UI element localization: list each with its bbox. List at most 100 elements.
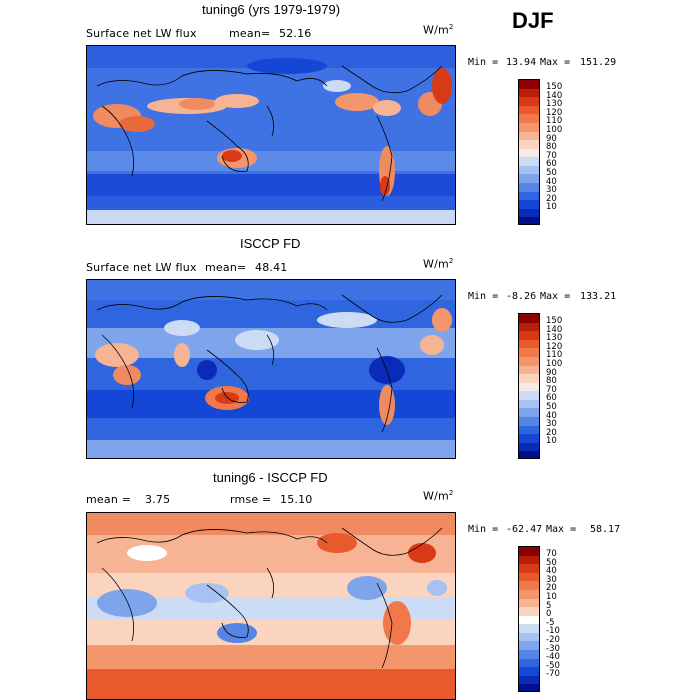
colorbar-tick-label: -5 [546,617,555,628]
colorbar-segment [519,650,539,660]
panel3-map-svg [87,513,455,699]
colorbar-segment [519,365,539,375]
panel2-mean-label: mean= [205,261,247,274]
colorbar-tick-label: 40 [546,410,557,421]
colorbar-segment [519,451,539,458]
colorbar-tick-label: 110 [546,350,563,361]
panel1-field-label: Surface net LW flux [86,27,197,40]
panel1-mean-label: mean= [229,27,271,40]
colorbar-segment [519,615,539,625]
panel1-title: tuning6 (yrs 1979-1979) [202,2,341,17]
colorbar-segment [519,80,539,90]
colorbar-segment [519,157,539,167]
panel3-title: tuning6 - ISCCP FD [213,470,328,485]
colorbar-segment [519,667,539,677]
panel3-rmse-label: rmse = [230,493,272,506]
panel1-max-label: Max = [540,57,571,68]
panel3-max-label: Max = [546,524,577,535]
colorbar-segment [519,382,539,392]
panel3-mean-value: 3.75 [145,493,171,506]
colorbar-tick-label: 150 [546,82,563,93]
colorbar-segment [519,572,539,582]
colorbar-tick-label: 60 [546,393,557,404]
panel1-mean-value: 52.16 [279,27,312,40]
colorbar-tick-label: 5 [546,600,552,611]
colorbar-segment [519,200,539,210]
colorbar-tick-label: 80 [546,376,557,387]
colorbar-tick-label: 130 [546,333,563,344]
colorbar-tick-label: 50 [546,167,557,178]
colorbar-tick-label: 20 [546,427,557,438]
colorbar-segment [519,208,539,218]
panel2-title: ISCCP FD [240,236,301,251]
colorbar-segment [519,356,539,367]
panel3-max-value: 58.17 [590,524,621,535]
colorbar-segment [519,408,539,418]
panel3-colorbar [518,546,540,692]
colorbar-segment [519,581,539,591]
colorbar-tick-label: 100 [546,359,563,370]
colorbar-tick-label: -30 [546,643,560,654]
panel1-map [86,45,456,225]
season-label: DJF [512,8,554,33]
panel1-max-value: 151.29 [580,57,617,68]
colorbar-segment [519,641,539,651]
panel3-min-value: -62.47 [506,524,543,535]
panel2-max-value: 133.21 [580,291,617,302]
panel1-units: W/m2 [423,23,454,37]
colorbar-segment [519,97,539,107]
colorbar-segment [519,658,539,668]
panel2-max-label: Max = [540,291,571,302]
panel3-min-label: Min = [468,524,499,535]
colorbar-segment [519,417,539,427]
colorbar-segment [519,399,539,409]
colorbar-segment [519,555,539,565]
colorbar-segment [519,442,539,452]
panel3-mean-label: mean = [86,493,132,506]
colorbar-tick-label: 70 [546,150,557,161]
colorbar-segment [519,131,539,141]
colorbar-segment [519,339,539,349]
colorbar-segment [519,547,539,557]
colorbar-segment [519,589,539,600]
colorbar-tick-label: 40 [546,566,557,577]
panel3-map [86,512,456,700]
colorbar-segment [519,114,539,124]
colorbar-segment [519,684,539,691]
colorbar-segment [519,434,539,444]
colorbar-tick-label: 120 [546,341,563,352]
colorbar-segment [519,624,539,634]
colorbar-segment [519,607,539,617]
colorbar-tick-label: -70 [546,669,560,680]
colorbar-tick-label: 10 [546,592,557,603]
colorbar-tick-label: 0 [546,609,552,620]
panel1-min-label: Min = [468,57,499,68]
colorbar-segment [519,675,539,685]
colorbar-tick-label: 10 [546,436,557,447]
colorbar-segment [519,88,539,98]
colorbar-tick-label: 30 [546,574,557,585]
colorbar-tick-label: -10 [546,626,560,637]
colorbar-tick-label: 70 [546,384,557,395]
colorbar-segment [519,314,539,324]
colorbar-tick-label: 60 [546,159,557,170]
colorbar-segment [519,174,539,184]
colorbar-tick-label: 10 [546,202,557,213]
colorbar-segment [519,148,539,158]
colorbar-tick-label: 30 [546,185,557,196]
colorbar-tick-label: 20 [546,583,557,594]
colorbar-tick-label: 50 [546,557,557,568]
colorbar-tick-label: 70 [546,549,557,560]
colorbar-tick-label: 120 [546,107,563,118]
colorbar-tick-label: 110 [546,116,563,127]
colorbar-segment [519,105,539,115]
colorbar-tick-label: -50 [546,660,560,671]
panel2-units: W/m2 [423,257,454,271]
colorbar-tick-label: 80 [546,142,557,153]
colorbar-tick-label: 30 [546,419,557,430]
colorbar-tick-label: 50 [546,401,557,412]
colorbar-segment [519,217,539,224]
panel2-map-svg [87,280,455,458]
colorbar-segment [519,564,539,574]
colorbar-segment [519,632,539,642]
